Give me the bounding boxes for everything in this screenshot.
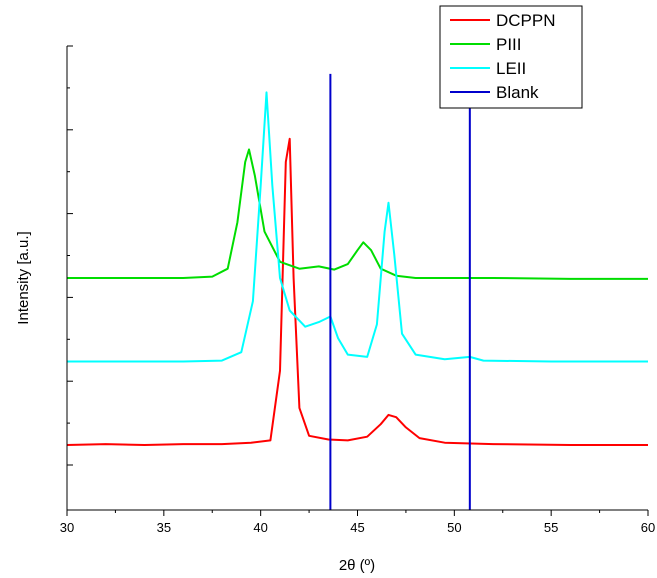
x-axis-label: 2θ (º) [339, 557, 375, 574]
legend-label-dcppn: DCPPN [496, 11, 556, 30]
x-tick-label: 30 [60, 520, 74, 535]
plot-area [66, 73, 648, 510]
x-tick-label: 50 [447, 520, 461, 535]
x-tick-label: 60 [641, 520, 655, 535]
legend-label-leii: LEII [496, 59, 526, 78]
legend-label-blank: Blank [496, 83, 539, 102]
x-tick-label: 40 [253, 520, 267, 535]
axes: 30 35 40 45 50 55 60 [60, 45, 655, 535]
x-tick-label: 35 [157, 520, 171, 535]
series-line-dcppn [66, 137, 648, 446]
x-tick-label: 55 [544, 520, 558, 535]
series-line-leii [67, 91, 648, 363]
x-tick-label: 45 [350, 520, 364, 535]
series-line-piii [67, 148, 648, 280]
legend: DCPPN PIII LEII Blank [439, 5, 583, 109]
y-axis-label: Intensity [a.u.] [15, 231, 32, 324]
legend-label-piii: PIII [496, 35, 522, 54]
